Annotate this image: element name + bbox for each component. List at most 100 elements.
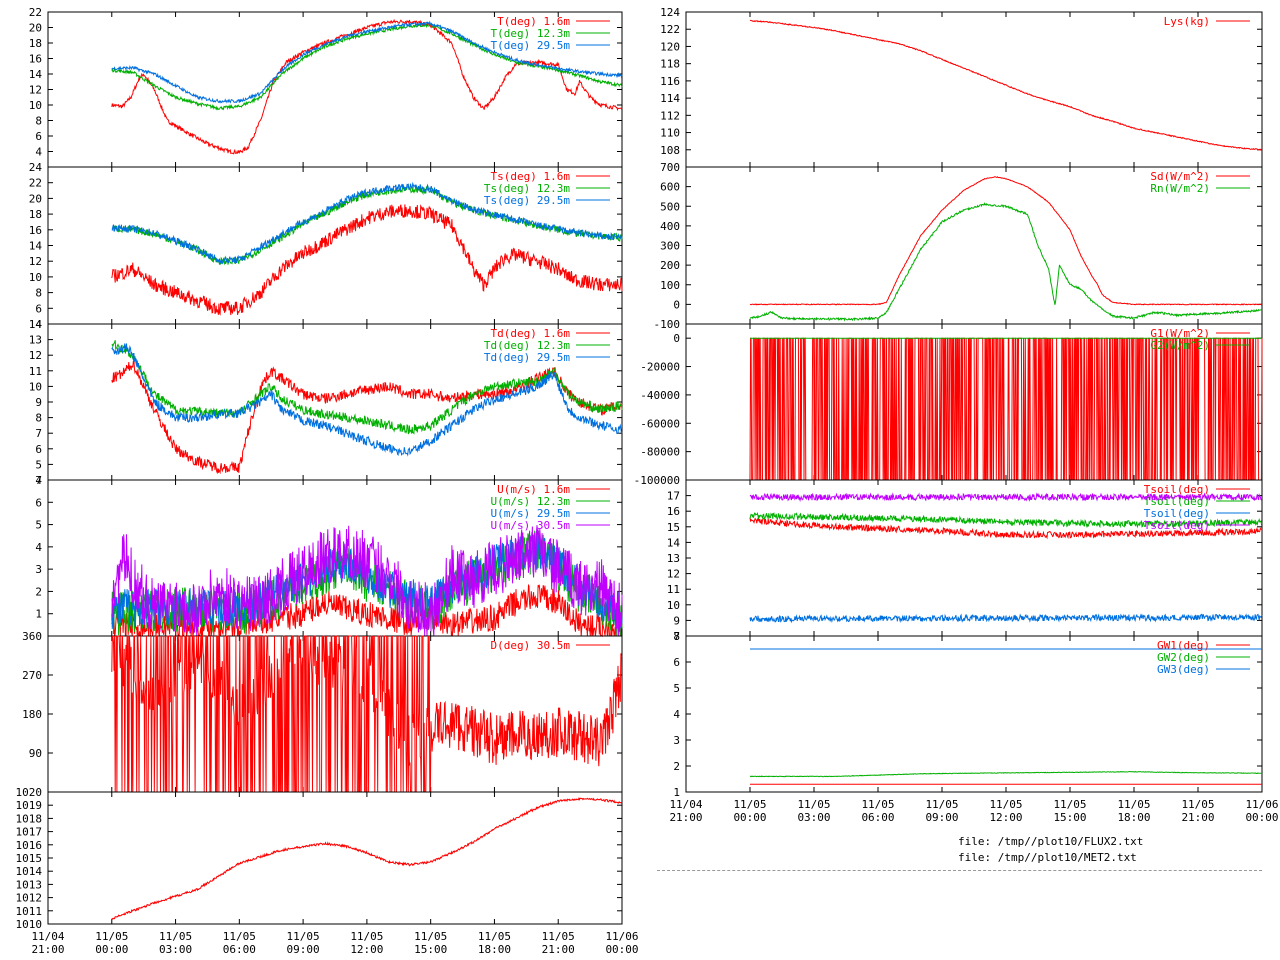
- x-tick-date: 11/05: [989, 798, 1022, 811]
- legend-label: T(deg) 1.6m: [497, 15, 570, 28]
- y-tick-label: 6: [35, 130, 42, 143]
- x-tick-date: 11/05: [1117, 798, 1150, 811]
- x-tick-time: 18:00: [1117, 811, 1150, 824]
- legend-label: Td(deg) 29.5m: [484, 351, 570, 364]
- legend-label: Td(deg) 1.6m: [491, 327, 571, 340]
- panel-4: 1 2 3 4 5 6 7 U(m/s) 1.6mU(m/s) 12.3mU(m/s) 29.…: [35, 474, 623, 638]
- file-list: file: /tmp//plot10/FLUX2.txt file: /tmp/…: [958, 834, 1143, 866]
- y-tick-label: 14: [667, 536, 681, 549]
- series-line-2: [111, 184, 623, 266]
- y-tick-label: 500: [660, 200, 680, 213]
- y-tick-label: 14: [29, 240, 43, 253]
- y-tick-label: 120: [660, 40, 680, 53]
- y-tick-label: 200: [660, 259, 680, 272]
- y-tick-label: 6: [35, 443, 42, 456]
- y-tick-label: -80000: [640, 446, 680, 459]
- y-tick-label: 400: [660, 220, 680, 233]
- legend-label: GW3(deg): [1157, 663, 1210, 676]
- legend-label: G1(W/m^2): [1150, 327, 1210, 340]
- y-tick-label: 4: [673, 708, 680, 721]
- series-line-1: [749, 337, 1263, 481]
- y-tick-label: 3: [35, 563, 42, 576]
- legend-label: U(m/s) 1.6m: [497, 483, 570, 496]
- y-tick-label: 6: [673, 656, 680, 669]
- y-tick-label: 18: [29, 37, 42, 50]
- y-tick-label: 0: [673, 298, 680, 311]
- y-tick-label: 8: [35, 412, 42, 425]
- y-tick-label: 1010: [16, 918, 43, 931]
- panel-8: -100 0 100 200 300 400 500 600 700 Sd(W/m^2)Rn(W/…: [654, 161, 1263, 331]
- x-tick-time: 09:00: [925, 811, 958, 824]
- y-tick-label: 360: [22, 630, 42, 643]
- y-tick-label: 1020: [16, 786, 43, 799]
- y-tick-label: 1: [673, 786, 680, 799]
- x-tick-date: 11/05: [478, 930, 511, 943]
- legend-label: U(m/s) 29.5m: [491, 507, 571, 520]
- y-tick-label: 1019: [16, 799, 43, 812]
- y-tick-label: 22: [29, 177, 42, 190]
- x-tick-date: 11/06: [605, 930, 638, 943]
- legend-label: Tsoil(deg): [1144, 483, 1210, 496]
- y-tick-label: 600: [660, 181, 680, 194]
- x-tick-date: 11/05: [1181, 798, 1214, 811]
- x-tick-time: 00:00: [1245, 811, 1278, 824]
- panel-9: -100000 -80000 -60000 -40000 -20000 0 G1(W/m^2…: [634, 323, 1263, 487]
- series-line-3: [111, 20, 623, 104]
- legend-label: T(deg) 29.5m: [491, 39, 571, 52]
- y-tick-label: 700: [660, 161, 680, 174]
- y-tick-label: 10: [667, 599, 680, 612]
- y-tick-label: 15: [667, 521, 680, 534]
- y-tick-label: 112: [660, 109, 680, 122]
- legend-label: Rn(W/m^2): [1150, 182, 1210, 195]
- y-tick-label: 1018: [16, 812, 43, 825]
- series-line-4: [749, 492, 1263, 503]
- x-tick-time: 06:00: [861, 811, 894, 824]
- x-tick-date: 11/05: [414, 930, 447, 943]
- y-tick-label: 180: [22, 708, 42, 721]
- panel-1: 4 6 8 10 12 14 16 18 20 22 T(deg) 1.6mT(deg) 12.3m…: [29, 6, 623, 168]
- legend-label: T(deg) 12.3m: [491, 27, 571, 40]
- y-tick-label: 1012: [16, 892, 43, 905]
- x-tick-date: 11/05: [797, 798, 830, 811]
- x-tick-time: 18:00: [478, 943, 511, 956]
- y-tick-label: 118: [660, 58, 680, 71]
- y-tick-label: 16: [29, 53, 42, 66]
- y-tick-label: 11: [667, 583, 680, 596]
- y-tick-label: -100000: [634, 474, 680, 487]
- y-tick-label: 6: [35, 302, 42, 315]
- legend-label: U(m/s) 12.3m: [491, 495, 571, 508]
- series-line-3: [111, 181, 623, 265]
- panel-5: 90 180 270 360 D(deg) 30.5m: [22, 630, 623, 793]
- y-tick-label: 108: [660, 144, 680, 157]
- x-tick-time: 03:00: [797, 811, 830, 824]
- y-tick-label: 4: [35, 146, 42, 159]
- x-tick-time: 15:00: [1053, 811, 1086, 824]
- y-tick-label: 10: [29, 380, 42, 393]
- legend-label: Td(deg) 12.3m: [484, 339, 570, 352]
- y-tick-label: 16: [667, 505, 680, 518]
- y-tick-label: 18: [29, 208, 42, 221]
- legend-label: D(deg) 30.5m: [491, 639, 571, 652]
- x-tick-time: 21:00: [31, 943, 64, 956]
- x-tick-date: 11/04: [31, 930, 64, 943]
- x-tick-date: 11/05: [733, 798, 766, 811]
- panel-6: 1010101110121013101410151016101710181019…: [16, 786, 639, 956]
- legend-label: Tsoil(deg): [1144, 519, 1210, 532]
- y-tick-label: 10: [29, 99, 42, 112]
- x-tick-date: 11/05: [1053, 798, 1086, 811]
- y-tick-label: 7: [673, 630, 680, 643]
- file-path-met: file: /tmp//plot10/MET2.txt: [958, 851, 1137, 864]
- series-line-1: [111, 635, 623, 793]
- series-line-3: [749, 613, 1263, 624]
- y-tick-label: 5: [673, 682, 680, 695]
- x-tick-date: 11/05: [925, 798, 958, 811]
- y-tick-label: 6: [35, 496, 42, 509]
- panel-7: 108 110 112 114 116 118 120 122 124 Lys(kg): [660, 6, 1263, 168]
- series-line-2: [749, 770, 1263, 778]
- y-tick-label: 1014: [16, 865, 43, 878]
- y-tick-label: -20000: [640, 361, 680, 374]
- x-tick-date: 11/05: [223, 930, 256, 943]
- y-tick-label: 114: [660, 92, 680, 105]
